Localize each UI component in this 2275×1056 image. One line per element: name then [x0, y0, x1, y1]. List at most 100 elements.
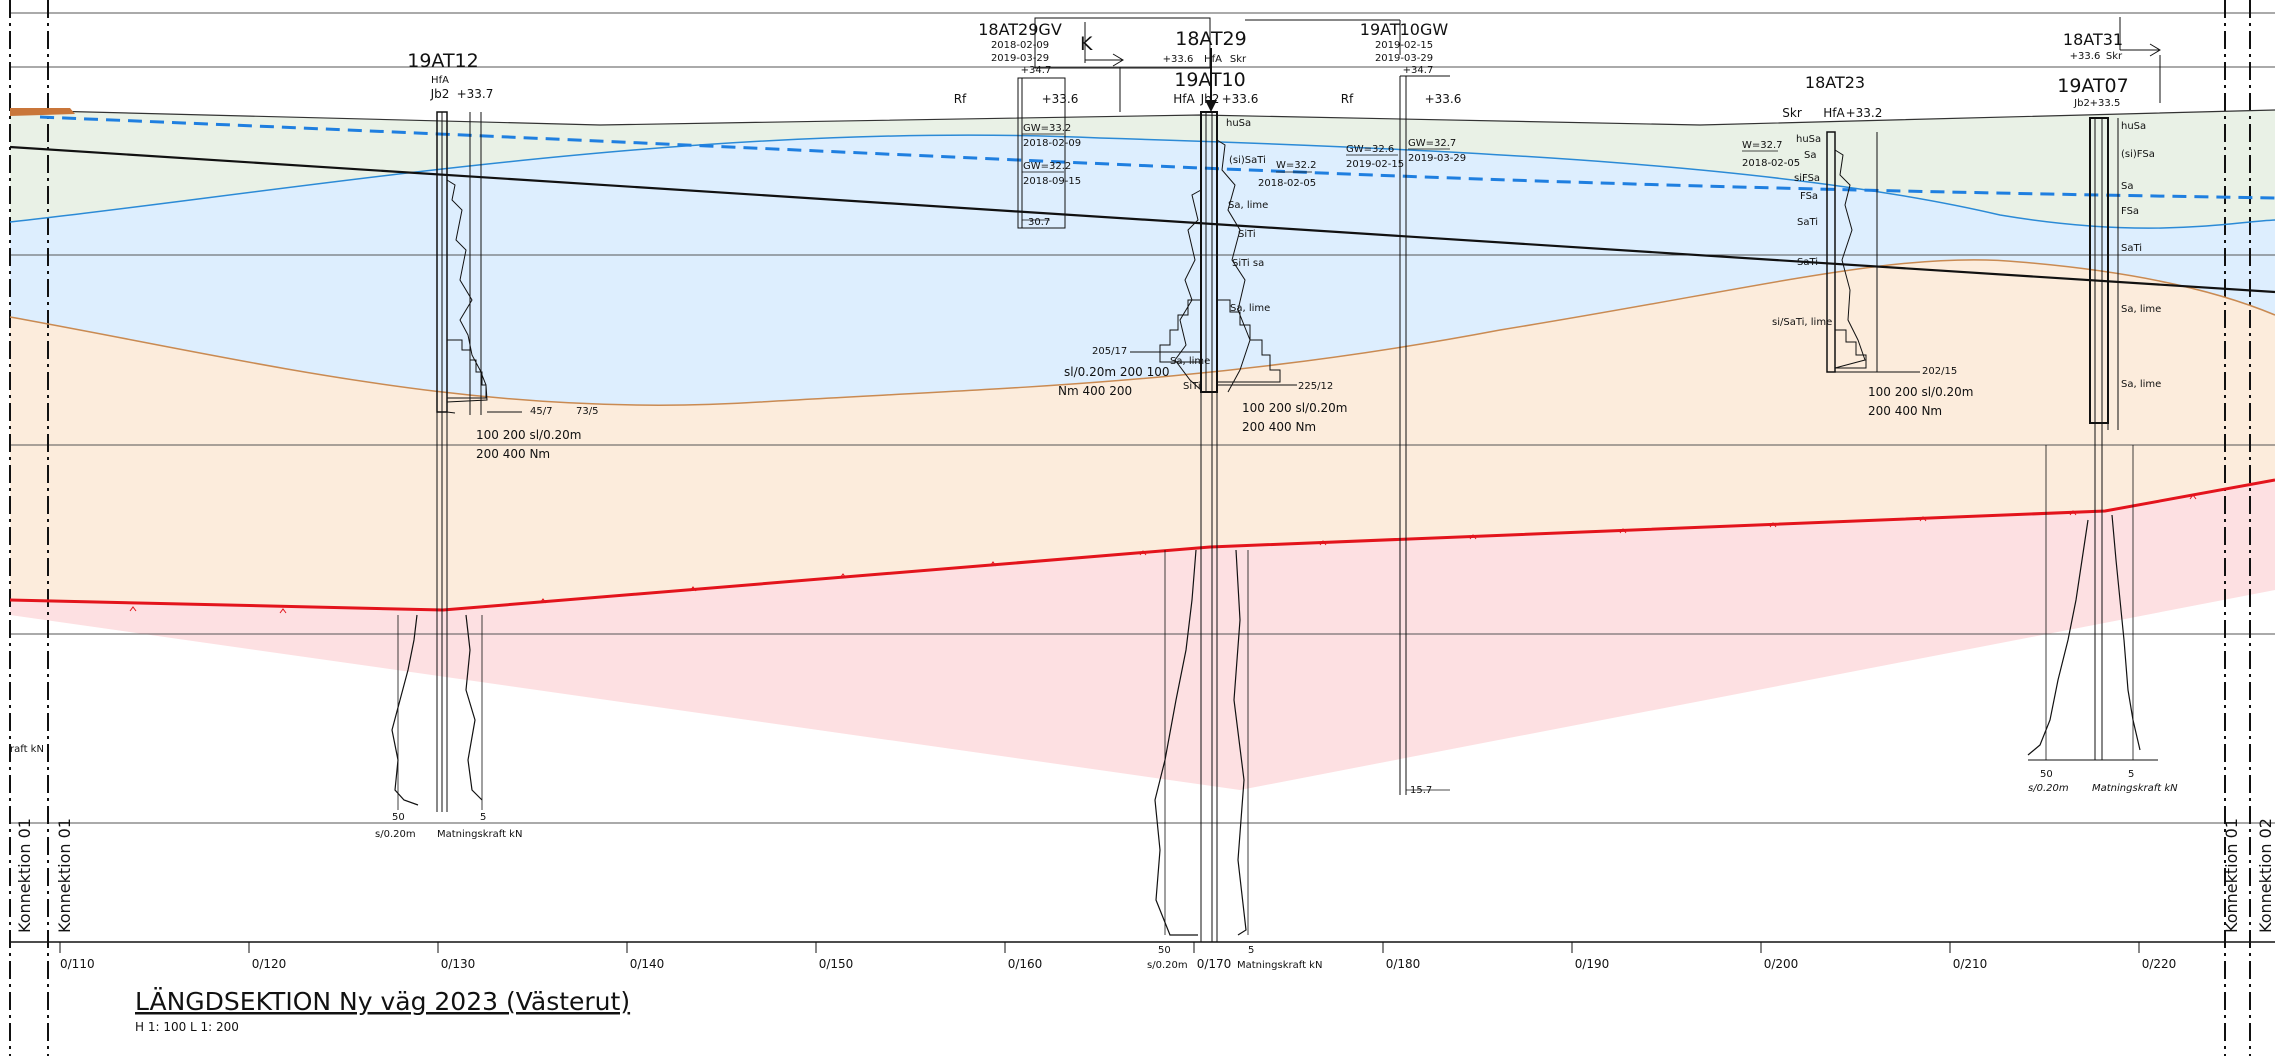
svg-text:HfA: HfA — [1204, 54, 1222, 65]
svg-text:s/0.20m: s/0.20m — [375, 829, 416, 840]
svg-text:Jb2: Jb2 — [1200, 92, 1220, 106]
grid-lines — [10, 12, 2275, 943]
svg-text:0/130: 0/130 — [441, 957, 476, 971]
svg-text:(si)SaTi: (si)SaTi — [1229, 155, 1266, 166]
surface-deposit-left — [10, 108, 75, 116]
chainage-labels: 0/110 0/120 0/130 0/140 0/150 0/160 0/17… — [60, 957, 2176, 971]
svg-text:2018-02-05: 2018-02-05 — [1258, 178, 1316, 189]
svg-text:18AT29GV: 18AT29GV — [978, 20, 1062, 39]
svg-text:100 200 sl/0.20m: 100 200 sl/0.20m — [1242, 401, 1347, 415]
svg-text:FSa: FSa — [2121, 206, 2139, 217]
svg-text:GW=32.7: GW=32.7 — [1408, 138, 1456, 149]
svg-text:19AT10: 19AT10 — [1174, 69, 1245, 91]
svg-text:SiTi: SiTi — [1238, 229, 1256, 240]
svg-text:5: 5 — [480, 812, 486, 823]
borehole-19AT07: 19AT07 Jb2 +33.5 huSa (si)FSa Sa FSa SaT… — [2027, 75, 2178, 794]
svg-text:+33.6: +33.6 — [1042, 92, 1079, 106]
svg-text:2019-03-29: 2019-03-29 — [1375, 53, 1433, 64]
svg-text:s/0.20m: s/0.20m — [1147, 960, 1188, 971]
svg-text:Sa: Sa — [1804, 150, 1816, 161]
svg-text:18AT29: 18AT29 — [1175, 28, 1246, 50]
bedrock-surface-line — [9, 478, 2275, 612]
road-profile-line — [9, 145, 2275, 294]
connection-left-inner: Konnektion 01 — [55, 818, 74, 933]
svg-text:2018-02-05: 2018-02-05 — [1742, 158, 1800, 169]
svg-text:Skr: Skr — [2106, 51, 2123, 62]
svg-text:2019-02-15: 2019-02-15 — [1375, 40, 1433, 51]
svg-text:0/140: 0/140 — [630, 957, 665, 971]
svg-text:5: 5 — [2128, 769, 2134, 780]
svg-text:5: 5 — [1248, 945, 1254, 956]
svg-text:+33.6: +33.6 — [1222, 92, 1259, 106]
svg-text:SaTi: SaTi — [1797, 257, 1818, 268]
svg-text:2018-09-15: 2018-09-15 — [1023, 176, 1081, 187]
svg-text:GW=32.6: GW=32.6 — [1346, 144, 1394, 155]
svg-text:Matningskraft kN: Matningskraft kN — [437, 829, 522, 840]
svg-text:202/15: 202/15 — [1922, 366, 1957, 377]
svg-text:huSa: huSa — [1796, 134, 1821, 145]
svg-text:+33.5: +33.5 — [2090, 98, 2121, 109]
borehole-18AT23: 18AT23 Skr HfA +33.2 huSa Sa siFSa FSa S… — [1742, 73, 1973, 418]
borehole-19AT10GW: 19AT10GW 2019-02-15 2019-03-29 +34.7 Rf … — [1341, 20, 1466, 796]
svg-text:19AT10GW: 19AT10GW — [1360, 20, 1449, 39]
svg-text:HfA: HfA — [1173, 92, 1195, 106]
groundwater-line — [39, 115, 2275, 200]
borehole-18AT31: 18AT31 +33.6 Skr — [2063, 17, 2161, 103]
svg-text:s/0.20m: s/0.20m — [2028, 783, 2069, 794]
svg-text:15.7: 15.7 — [1410, 785, 1432, 796]
bedrock-markers — [129, 494, 2197, 614]
svg-text:200 400 Nm: 200 400 Nm — [1868, 404, 1942, 418]
svg-text:Sa, lime: Sa, lime — [1230, 303, 1270, 314]
svg-text:SiTi sa: SiTi sa — [1232, 258, 1264, 269]
svg-text:Skr: Skr — [1230, 54, 1247, 65]
svg-text:GW=32.2: GW=32.2 — [1023, 161, 1071, 172]
svg-text:205/17: 205/17 — [1092, 346, 1127, 357]
borehole-19AT12: 19AT12 HfA Jb2 +33.7 45/7 73/5 100 200 s… — [375, 50, 598, 840]
layer-boundary-orange — [9, 259, 2275, 406]
svg-text:+34.7: +34.7 — [1403, 65, 1434, 76]
svg-text:100 200 sl/0.20m: 100 200 sl/0.20m — [476, 428, 581, 442]
svg-text:2019-02-15: 2019-02-15 — [1346, 159, 1404, 170]
svg-text:huSa: huSa — [1226, 118, 1251, 129]
scale-note: H 1: 100 L 1: 200 — [135, 1020, 239, 1034]
svg-text:0/210: 0/210 — [1953, 957, 1988, 971]
svg-text:0/120: 0/120 — [252, 957, 287, 971]
svg-text:Matningskraft kN: Matningskraft kN — [1237, 960, 1322, 971]
svg-text:Sa, lime: Sa, lime — [2121, 304, 2161, 315]
svg-text:2018-02-09: 2018-02-09 — [991, 40, 1049, 51]
svg-text:2018-02-09: 2018-02-09 — [1023, 138, 1081, 149]
svg-text:+33.2: +33.2 — [1846, 106, 1883, 120]
borehole-19AT10: 19AT10 HfA Jb2 +33.6 huSa (si)SaTi Sa, l… — [1058, 69, 1347, 971]
borehole-18AT29GV: 18AT29GV 2018-02-09 2019-03-29 +34.7 Rf … — [954, 20, 1124, 229]
svg-text:SiTi: SiTi — [1183, 381, 1201, 392]
svg-text:0/190: 0/190 — [1575, 957, 1610, 971]
svg-text:0/170: 0/170 — [1197, 957, 1232, 971]
svg-text:W=32.2: W=32.2 — [1276, 160, 1317, 171]
svg-text:200 400 Nm: 200 400 Nm — [1242, 420, 1316, 434]
svg-text:siFSa: siFSa — [1794, 173, 1820, 184]
svg-text:0/180: 0/180 — [1386, 957, 1421, 971]
svg-text:0/200: 0/200 — [1764, 957, 1799, 971]
svg-text:Sa, lime: Sa, lime — [1228, 200, 1268, 211]
borehole-name: 19AT12 — [407, 50, 478, 72]
svg-text:+33.6: +33.6 — [1163, 54, 1194, 65]
svg-text:+33.7: +33.7 — [457, 87, 494, 101]
svg-text:225/12: 225/12 — [1298, 381, 1333, 392]
svg-text:45/7: 45/7 — [530, 406, 552, 417]
svg-text:200 400 Nm: 200 400 Nm — [476, 447, 550, 461]
soil-labels-19AT07: huSa (si)FSa Sa FSa SaTi Sa, lime Sa, li… — [2121, 121, 2161, 390]
svg-text:sl/0.20m 200 100: sl/0.20m 200 100 — [1064, 365, 1169, 379]
svg-text:50: 50 — [1158, 945, 1171, 956]
svg-text:0/160: 0/160 — [1008, 957, 1043, 971]
svg-text:19AT07: 19AT07 — [2057, 75, 2128, 97]
svg-text:(si)FSa: (si)FSa — [2121, 149, 2155, 160]
frame-lines — [9, 0, 2251, 1056]
svg-text:Matningskraft kN: Matningskraft kN — [2092, 783, 2178, 794]
svg-text:50: 50 — [2040, 769, 2053, 780]
svg-text:Sa, lime: Sa, lime — [2121, 379, 2161, 390]
chainage-axis: 0/110 0/120 0/130 0/140 0/150 0/160 0/17… — [59, 942, 2176, 971]
svg-text:30.7: 30.7 — [1028, 217, 1050, 228]
svg-text:2019-03-29: 2019-03-29 — [1408, 153, 1466, 164]
svg-text:huSa: huSa — [2121, 121, 2146, 132]
